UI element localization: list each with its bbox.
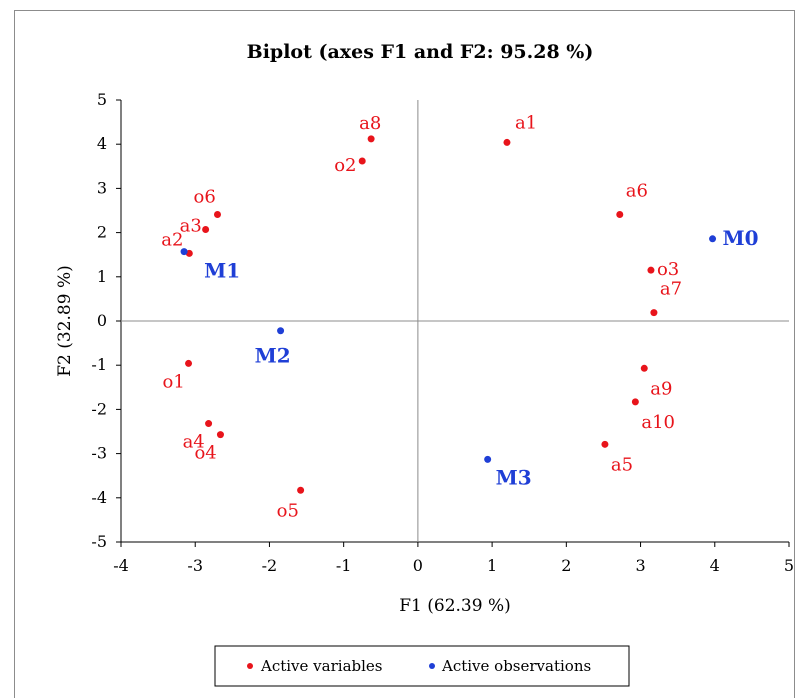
point-label-a6: a6 — [626, 180, 648, 201]
y-tick-label: -2 — [91, 399, 107, 418]
point-o1 — [185, 359, 193, 367]
y-tick-label: 5 — [97, 90, 107, 109]
point-label-M3: M3 — [496, 465, 532, 489]
x-tick-label: 1 — [487, 556, 497, 575]
point-a6 — [616, 210, 624, 218]
x-tick-label: -1 — [336, 556, 352, 575]
point-label-M0: M0 — [723, 226, 759, 250]
x-tick-label: 2 — [561, 556, 571, 575]
point-o4 — [216, 431, 224, 439]
point-label-o2: o2 — [334, 155, 356, 176]
point-label-o5: o5 — [277, 500, 299, 521]
point-a3 — [202, 226, 210, 234]
point-label-o4: o4 — [194, 443, 216, 464]
legend-marker-observations — [429, 663, 435, 669]
point-label-o1: o1 — [163, 371, 185, 392]
point-M2 — [277, 327, 285, 335]
y-tick-label: -5 — [91, 532, 107, 551]
point-M1 — [180, 248, 188, 256]
point-o5 — [297, 486, 305, 494]
point-label-M1: M1 — [204, 259, 240, 283]
point-label-a1: a1 — [515, 112, 537, 133]
legend: Active variables Active observations — [214, 645, 630, 687]
chart-frame — [14, 10, 795, 698]
point-label-a10: a10 — [641, 412, 675, 433]
x-tick-label: 4 — [710, 556, 720, 575]
point-label-o3: o3 — [657, 259, 679, 280]
y-tick-label: 1 — [97, 267, 107, 286]
point-label-a8: a8 — [359, 113, 381, 134]
tick-labels: -4 -3 -2 -1 0 1 2 3 4 5 -5 -4 -3 -2 -1 0 1 2 3 4 5 — [91, 90, 794, 575]
chart-title: Biplot (axes F1 and F2: 95.28 %) — [247, 41, 594, 63]
legend-marker-variables — [247, 663, 253, 669]
point-a4 — [205, 420, 213, 428]
point-o3 — [647, 266, 655, 274]
y-tick-label: 0 — [97, 311, 107, 330]
point-label-a4: a4 — [183, 432, 205, 453]
x-axis-label: F1 (62.39 %) — [399, 596, 511, 616]
y-axis-label: F2 (32.89 %) — [55, 265, 75, 377]
y-tick-label: 4 — [97, 134, 107, 153]
point-o6 — [213, 210, 221, 218]
plot-grid — [116, 99, 790, 547]
point-o2 — [358, 157, 366, 165]
point-a9 — [640, 364, 648, 372]
x-tick-label: 5 — [784, 556, 794, 575]
x-tick-label: -4 — [113, 556, 129, 575]
point-label-a9: a9 — [650, 378, 672, 399]
point-label-M2: M2 — [255, 344, 291, 368]
point-a7 — [650, 309, 658, 317]
point-M0 — [709, 235, 717, 243]
legend-box — [214, 645, 630, 687]
x-tick-label: -3 — [187, 556, 203, 575]
y-tick-label: -1 — [91, 355, 107, 374]
point-a5 — [601, 440, 609, 448]
point-a1 — [503, 138, 511, 146]
point-label-a5: a5 — [611, 454, 633, 475]
point-a8 — [367, 135, 375, 143]
y-tick-label: 3 — [97, 178, 107, 197]
point-label-o6: o6 — [193, 186, 215, 207]
point-label-a7: a7 — [660, 279, 682, 300]
x-tick-label: 3 — [635, 556, 645, 575]
point-label-a2: a2 — [161, 229, 183, 250]
point-a10 — [631, 398, 639, 406]
x-tick-label: 0 — [413, 556, 423, 575]
y-tick-label: -4 — [91, 488, 107, 507]
legend-label-variables: Active variables — [260, 657, 382, 675]
point-M3 — [484, 455, 492, 463]
y-tick-label: 2 — [97, 223, 107, 242]
y-tick-label: -3 — [91, 444, 107, 463]
x-tick-label: -2 — [262, 556, 278, 575]
point-label-a3: a3 — [180, 216, 202, 237]
legend-label-observations: Active observations — [441, 657, 591, 675]
